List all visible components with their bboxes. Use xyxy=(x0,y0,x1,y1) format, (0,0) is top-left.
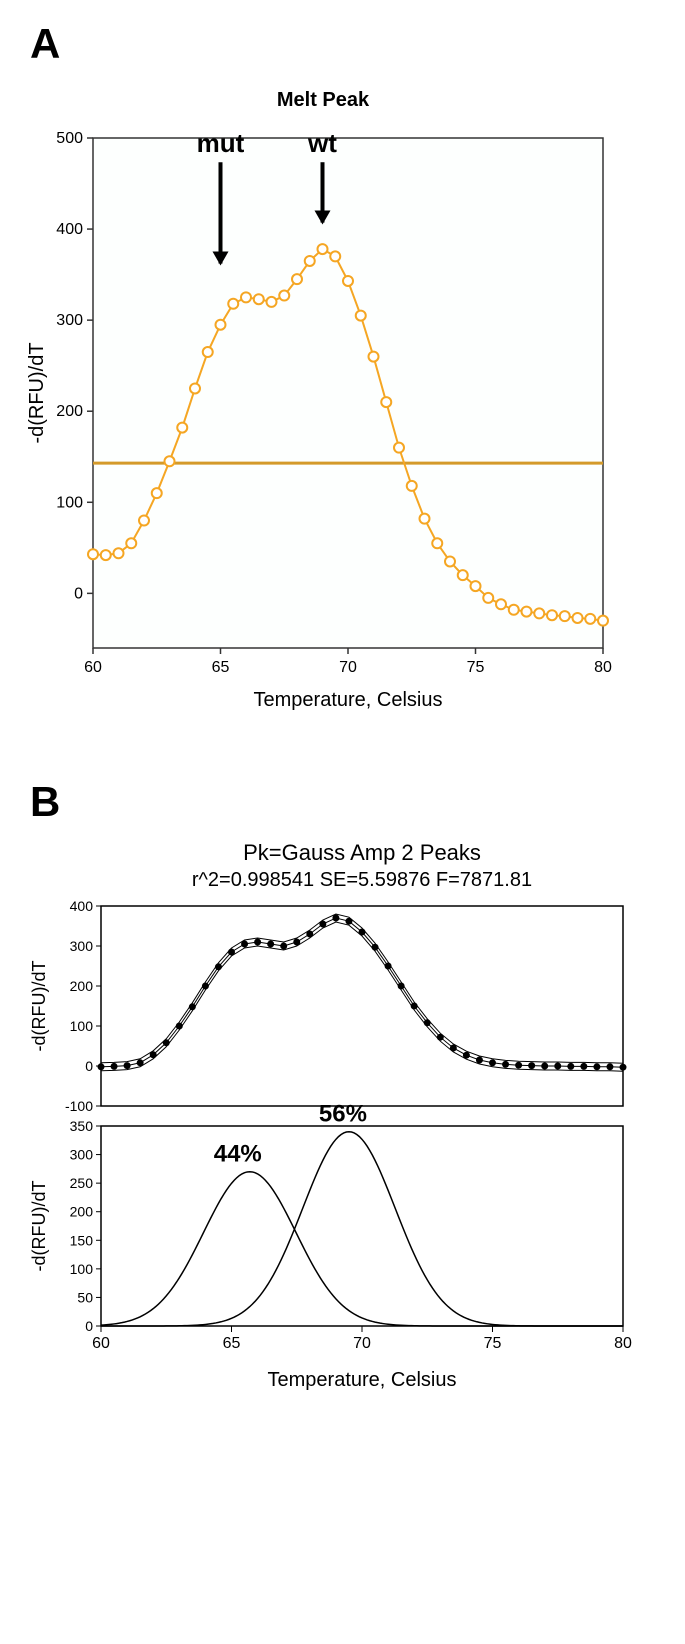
panel-b-label: B xyxy=(30,778,665,826)
svg-text:300: 300 xyxy=(56,312,83,329)
svg-text:300: 300 xyxy=(69,1147,93,1163)
svg-text:Melt Peak: Melt Peak xyxy=(276,89,369,111)
svg-text:65: 65 xyxy=(222,1335,240,1352)
chart-b-container: Pk=Gauss Amp 2 Peaks r^2=0.998541 SE=5.59… xyxy=(23,836,663,1396)
svg-text:-d(RFU)/dT: -d(RFU)/dT xyxy=(26,342,48,443)
svg-text:mut: mut xyxy=(196,128,244,158)
svg-text:75: 75 xyxy=(466,659,484,676)
svg-text:250: 250 xyxy=(69,1175,93,1191)
svg-text:60: 60 xyxy=(92,1335,110,1352)
svg-text:-d(RFU)/dT: -d(RFU)/dT xyxy=(29,1181,49,1272)
svg-text:200: 200 xyxy=(69,1204,93,1220)
svg-text:70: 70 xyxy=(353,1335,371,1352)
svg-text:200: 200 xyxy=(56,403,83,420)
svg-text:50: 50 xyxy=(77,1289,93,1305)
svg-text:0: 0 xyxy=(85,1058,93,1074)
svg-text:100: 100 xyxy=(69,1018,93,1034)
svg-text:200: 200 xyxy=(69,978,93,994)
svg-text:80: 80 xyxy=(614,1335,632,1352)
svg-text:-d(RFU)/dT: -d(RFU)/dT xyxy=(29,961,49,1052)
svg-text:wt: wt xyxy=(307,128,337,158)
svg-text:100: 100 xyxy=(56,494,83,511)
svg-text:500: 500 xyxy=(56,130,83,147)
svg-text:Pk=Gauss Amp 2 Peaks: Pk=Gauss Amp 2 Peaks xyxy=(243,840,481,865)
gauss-fit-chart: Pk=Gauss Amp 2 Peaks r^2=0.998541 SE=5.59… xyxy=(23,836,643,1396)
svg-text:Temperature, Celsius: Temperature, Celsius xyxy=(253,689,442,711)
svg-text:150: 150 xyxy=(69,1232,93,1248)
svg-text:350: 350 xyxy=(69,1118,93,1134)
panel-a-label: A xyxy=(30,20,665,68)
melt-peak-chart: Melt Peak 0 100 200 300 400 500 60 65 70 75 80 Tempe… xyxy=(23,78,623,718)
svg-text:400: 400 xyxy=(56,221,83,238)
svg-text:300: 300 xyxy=(69,938,93,954)
svg-text:r^2=0.998541 SE=5.59876 F=78: r^2=0.998541 SE=5.59876 F=7871.81 xyxy=(191,869,531,891)
svg-text:400: 400 xyxy=(69,898,93,914)
svg-text:-100: -100 xyxy=(64,1098,92,1114)
svg-text:0: 0 xyxy=(74,585,83,602)
svg-text:100: 100 xyxy=(69,1261,93,1277)
svg-text:0: 0 xyxy=(85,1318,93,1334)
chart-a-container: Melt Peak 0 100 200 300 400 500 60 65 70 75 80 Tempe… xyxy=(23,78,663,718)
svg-text:80: 80 xyxy=(594,659,612,676)
svg-text:44%: 44% xyxy=(213,1141,261,1168)
svg-text:56%: 56% xyxy=(318,1101,366,1128)
svg-text:75: 75 xyxy=(483,1335,501,1352)
svg-text:Temperature, Celsius: Temperature, Celsius xyxy=(267,1369,456,1391)
svg-text:70: 70 xyxy=(339,659,357,676)
svg-text:60: 60 xyxy=(84,659,102,676)
svg-text:65: 65 xyxy=(211,659,229,676)
